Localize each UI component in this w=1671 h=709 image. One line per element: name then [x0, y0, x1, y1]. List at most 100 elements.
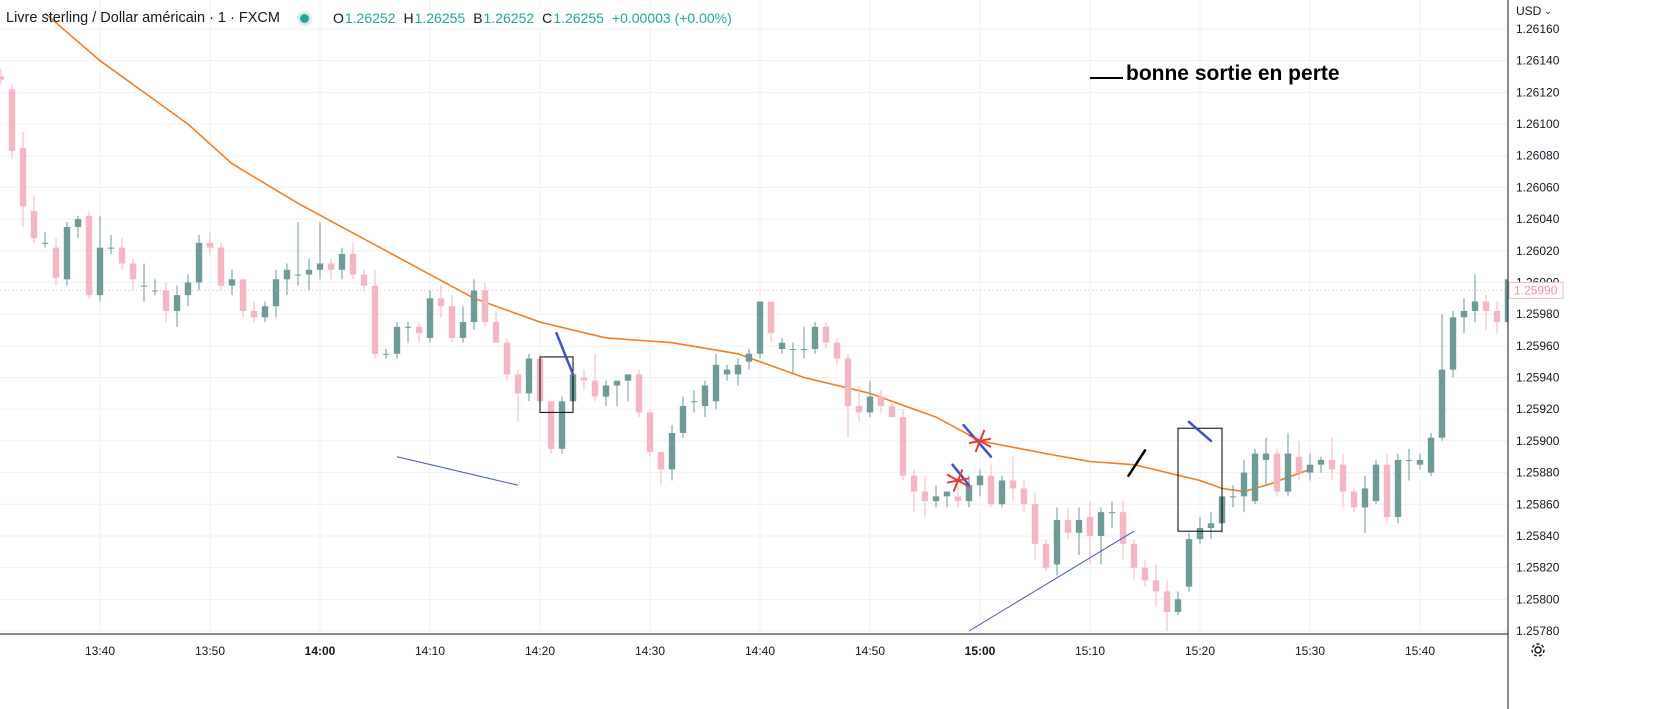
candle-down [591, 353, 599, 402]
candle-body [1295, 456, 1303, 473]
candle-body [1493, 310, 1501, 323]
candle-up [811, 322, 819, 354]
candle-body [503, 342, 511, 375]
candle-up [1251, 448, 1259, 505]
candle-body [1141, 567, 1149, 581]
change-value: +0.00003 (+0.00%) [611, 10, 732, 26]
price-tick-label: 1.25840 [1516, 529, 1560, 543]
candle-down [1350, 488, 1358, 513]
last-price-tag: 1.25990 [0, 281, 1564, 299]
candle-down [646, 409, 654, 457]
candle-body [1460, 310, 1468, 318]
candle-up [74, 215, 82, 239]
candle-up [679, 396, 687, 438]
candle-up [1394, 453, 1402, 524]
candle-body [613, 380, 621, 386]
candle-body [987, 475, 995, 505]
candle-body [415, 326, 423, 334]
candle-body [1339, 464, 1347, 492]
candle-up [140, 263, 148, 302]
candle-down [1295, 440, 1303, 481]
candle-body [855, 406, 863, 413]
candle-body [1449, 317, 1457, 370]
price-tick-label: 1.25940 [1516, 371, 1560, 385]
candle-body [151, 290, 159, 292]
candle-body [470, 290, 478, 323]
last-price-box [1508, 281, 1564, 299]
time-tick-label: 13:50 [195, 644, 225, 658]
candle-down [657, 451, 665, 486]
candle-down [954, 485, 962, 508]
candle-up [305, 258, 313, 291]
gear-icon[interactable] [1528, 640, 1548, 660]
candle-down [250, 301, 258, 323]
moving-average [44, 12, 1311, 493]
price-tick-label: 1.25800 [1516, 592, 1560, 606]
low-value: 1.26252 [483, 10, 535, 26]
candle-down [1009, 456, 1017, 502]
candle-up [1196, 516, 1204, 544]
candle-body [767, 301, 775, 334]
candle-body [624, 374, 632, 381]
candle-up [525, 353, 533, 402]
candle-body [393, 326, 401, 354]
candle-body [547, 401, 555, 449]
candle-down [1064, 507, 1072, 540]
red-cross-stroke [968, 437, 992, 445]
candle-up [734, 358, 742, 386]
candle-down [877, 390, 885, 413]
candle-body [8, 89, 16, 151]
candle-body [811, 326, 819, 350]
moving-average-line [44, 12, 1311, 493]
candle-up [459, 306, 467, 343]
candle-body [1108, 512, 1116, 514]
candle-body [437, 298, 445, 307]
candle-up [1317, 456, 1325, 473]
candle-up [63, 222, 71, 286]
candle-body [382, 353, 390, 355]
candle-body [888, 406, 896, 418]
candle-body [1328, 459, 1336, 470]
price-axis-panel[interactable] [1508, 0, 1671, 709]
candle-body [1273, 453, 1281, 492]
price-tick-label: 1.26020 [1516, 244, 1560, 258]
candle-body [998, 480, 1006, 505]
candle-body [1031, 504, 1039, 544]
candle-up [1471, 274, 1479, 323]
candle-body [1163, 591, 1171, 612]
candle-body [1427, 437, 1435, 473]
candle-body [1152, 580, 1160, 592]
time-axis-panel[interactable] [0, 634, 1508, 709]
candle-up [393, 322, 401, 359]
candle-down [162, 282, 170, 323]
time-tick-label: 14:40 [745, 644, 775, 658]
candle-down [85, 211, 93, 299]
symbol-title[interactable]: Livre sterling / Dollar américain · 1 · … [6, 10, 280, 26]
currency-menu[interactable]: USD ⌄ [1516, 4, 1552, 18]
candle-body [349, 253, 357, 275]
open-value: 1.26252 [344, 10, 396, 26]
candle-body [1372, 464, 1380, 502]
time-tick-label: 15:40 [1405, 644, 1435, 658]
candle-up [701, 380, 709, 418]
candle-down [239, 279, 247, 318]
candle-down [448, 295, 456, 343]
candle-body [800, 349, 808, 351]
black-stroke-annotation [1127, 449, 1147, 477]
candle-down [206, 231, 214, 254]
price-tick-label: 1.25780 [1516, 624, 1560, 638]
candle-body [459, 322, 467, 338]
candle-body [1020, 488, 1028, 505]
candle-down [415, 322, 423, 343]
candle-up [283, 263, 291, 296]
red-cross-annotation [968, 429, 992, 453]
candle-body [360, 274, 368, 286]
candle-body [789, 349, 797, 351]
candle-up [1053, 507, 1061, 576]
candle-body [1416, 459, 1424, 465]
candle-body [173, 295, 181, 311]
time-tick-label: 15:10 [1075, 644, 1105, 658]
candle-body [250, 310, 258, 318]
support-trendline [396, 456, 519, 486]
